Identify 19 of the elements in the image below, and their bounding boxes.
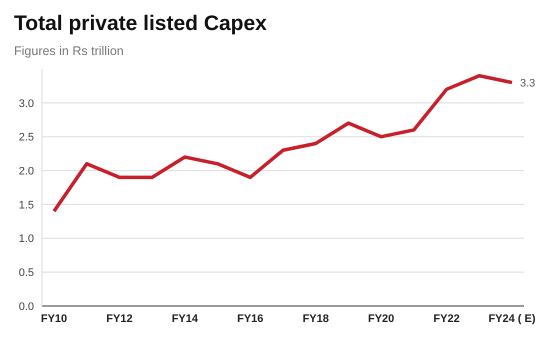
line-series: [52, 74, 514, 213]
x-tick-label: FY12: [106, 312, 133, 325]
y-tick-label: 1.5: [18, 199, 34, 212]
data-label: 3.3: [520, 77, 536, 90]
y-tick-label: 1.0: [18, 233, 34, 246]
y-tick-label: 0.0: [18, 300, 34, 313]
x-tick-label: FY22: [433, 312, 460, 325]
y-tick-label: 3.0: [18, 98, 34, 110]
y-tick-label: 2.0: [18, 165, 34, 178]
x-tick-label: FY16: [237, 312, 264, 325]
chart-title: Total private listed Capex: [14, 11, 268, 36]
x-tick-label: FY14: [172, 312, 199, 325]
x-tick-label: FY20: [368, 312, 394, 325]
x-tick-label: FY18: [302, 312, 329, 325]
chart-subtitle: Figures in Rs trillion: [14, 44, 125, 58]
x-tick-label: FY10: [40, 312, 68, 325]
y-tick-label: 2.5: [18, 132, 34, 144]
y-tick-label: 0.5: [18, 267, 34, 280]
x-tick-label: FY24 ( E): [488, 312, 536, 325]
